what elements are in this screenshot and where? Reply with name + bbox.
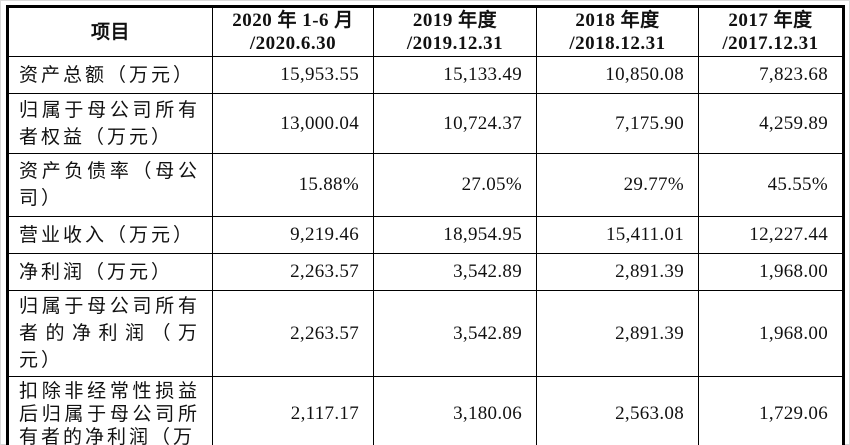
column-header-2018: 2018 年度 /2018.12.31 xyxy=(536,6,699,57)
row-label: 营业收入（万元） xyxy=(7,216,213,254)
row-label: 归属于母公司所有者的净利润（万元） xyxy=(7,290,213,377)
value-cell: 15,953.55 xyxy=(212,56,374,94)
value-cell: 18,954.95 xyxy=(373,216,537,254)
value-cell: 2,891.39 xyxy=(536,253,699,291)
value-cell: 2,117.17 xyxy=(212,376,374,445)
value-cell: 2,563.08 xyxy=(536,376,699,445)
financial-table: 项目 2020 年 1-6 月 /2020.6.30 2019 年度 /2019… xyxy=(6,5,845,445)
value-cell: 29.77% xyxy=(536,153,699,217)
table-row-parent-equity: 归属于母公司所有者权益（万元） 13,000.04 10,724.37 7,17… xyxy=(7,93,844,154)
value-cell: 4,259.89 xyxy=(698,93,844,154)
value-cell: 1,968.00 xyxy=(698,290,844,377)
value-cell: 2,263.57 xyxy=(212,290,374,377)
row-label: 资产负债率（母公司） xyxy=(7,153,213,217)
value-cell: 13,000.04 xyxy=(212,93,374,154)
value-cell: 7,175.90 xyxy=(536,93,699,154)
table-row-net-profit: 净利润（万元） 2,263.57 3,542.89 2,891.39 1,968… xyxy=(7,253,844,291)
table-row-revenue: 营业收入（万元） 9,219.46 18,954.95 15,411.01 12… xyxy=(7,216,844,254)
row-label: 净利润（万元） xyxy=(7,253,213,291)
table-row-total-assets: 资产总额（万元） 15,953.55 15,133.49 10,850.08 7… xyxy=(7,56,844,94)
value-cell: 15,411.01 xyxy=(536,216,699,254)
value-cell: 3,542.89 xyxy=(373,290,537,377)
table-row-deducted-net-profit: 扣除非经常性损益后归属于母公司所有者的净利润（万 2,117.17 3,180.… xyxy=(7,376,844,445)
period-date: /2020.6.30 xyxy=(249,33,337,54)
value-cell: 10,724.37 xyxy=(373,93,537,154)
value-cell: 9,219.46 xyxy=(212,216,374,254)
value-cell: 27.05% xyxy=(373,153,537,217)
item-header-label: 项目 xyxy=(90,21,130,43)
period-date: /2019.12.31 xyxy=(406,33,504,54)
period-label: 2017 年度 xyxy=(728,10,813,31)
row-label: 归属于母公司所有者权益（万元） xyxy=(7,93,213,154)
value-cell: 15,133.49 xyxy=(373,56,537,94)
row-label: 扣除非经常性损益后归属于母公司所有者的净利润（万 xyxy=(7,376,213,445)
value-cell: 3,542.89 xyxy=(373,253,537,291)
table-row-debt-ratio: 资产负债率（母公司） 15.88% 27.05% 29.77% 45.55% xyxy=(7,153,844,217)
value-cell: 7,823.68 xyxy=(698,56,844,94)
column-header-2017: 2017 年度 /2017.12.31 xyxy=(698,6,844,57)
column-header-2019: 2019 年度 /2019.12.31 xyxy=(373,6,537,57)
period-label: 2019 年度 xyxy=(412,10,498,31)
value-cell: 2,891.39 xyxy=(536,290,699,377)
value-cell: 2,263.57 xyxy=(212,253,374,291)
row-label: 资产总额（万元） xyxy=(7,56,213,94)
column-header-item: 项目 xyxy=(7,6,213,57)
value-cell: 1,968.00 xyxy=(698,253,844,291)
period-date: /2018.12.31 xyxy=(569,33,666,54)
column-header-2020: 2020 年 1-6 月 /2020.6.30 xyxy=(212,6,374,57)
value-cell: 1,729.06 xyxy=(698,376,844,445)
period-label: 2020 年 1-6 月 xyxy=(232,10,354,31)
value-cell: 45.55% xyxy=(698,153,844,217)
table-row-parent-net-profit: 归属于母公司所有者的净利润（万元） 2,263.57 3,542.89 2,89… xyxy=(7,290,844,377)
value-cell: 10,850.08 xyxy=(536,56,699,94)
header-row: 项目 2020 年 1-6 月 /2020.6.30 2019 年度 /2019… xyxy=(7,6,844,57)
value-cell: 12,227.44 xyxy=(698,216,844,254)
value-cell: 15.88% xyxy=(212,153,374,217)
period-label: 2018 年度 xyxy=(575,10,660,31)
value-cell: 3,180.06 xyxy=(373,376,537,445)
period-date: /2017.12.31 xyxy=(722,33,819,54)
